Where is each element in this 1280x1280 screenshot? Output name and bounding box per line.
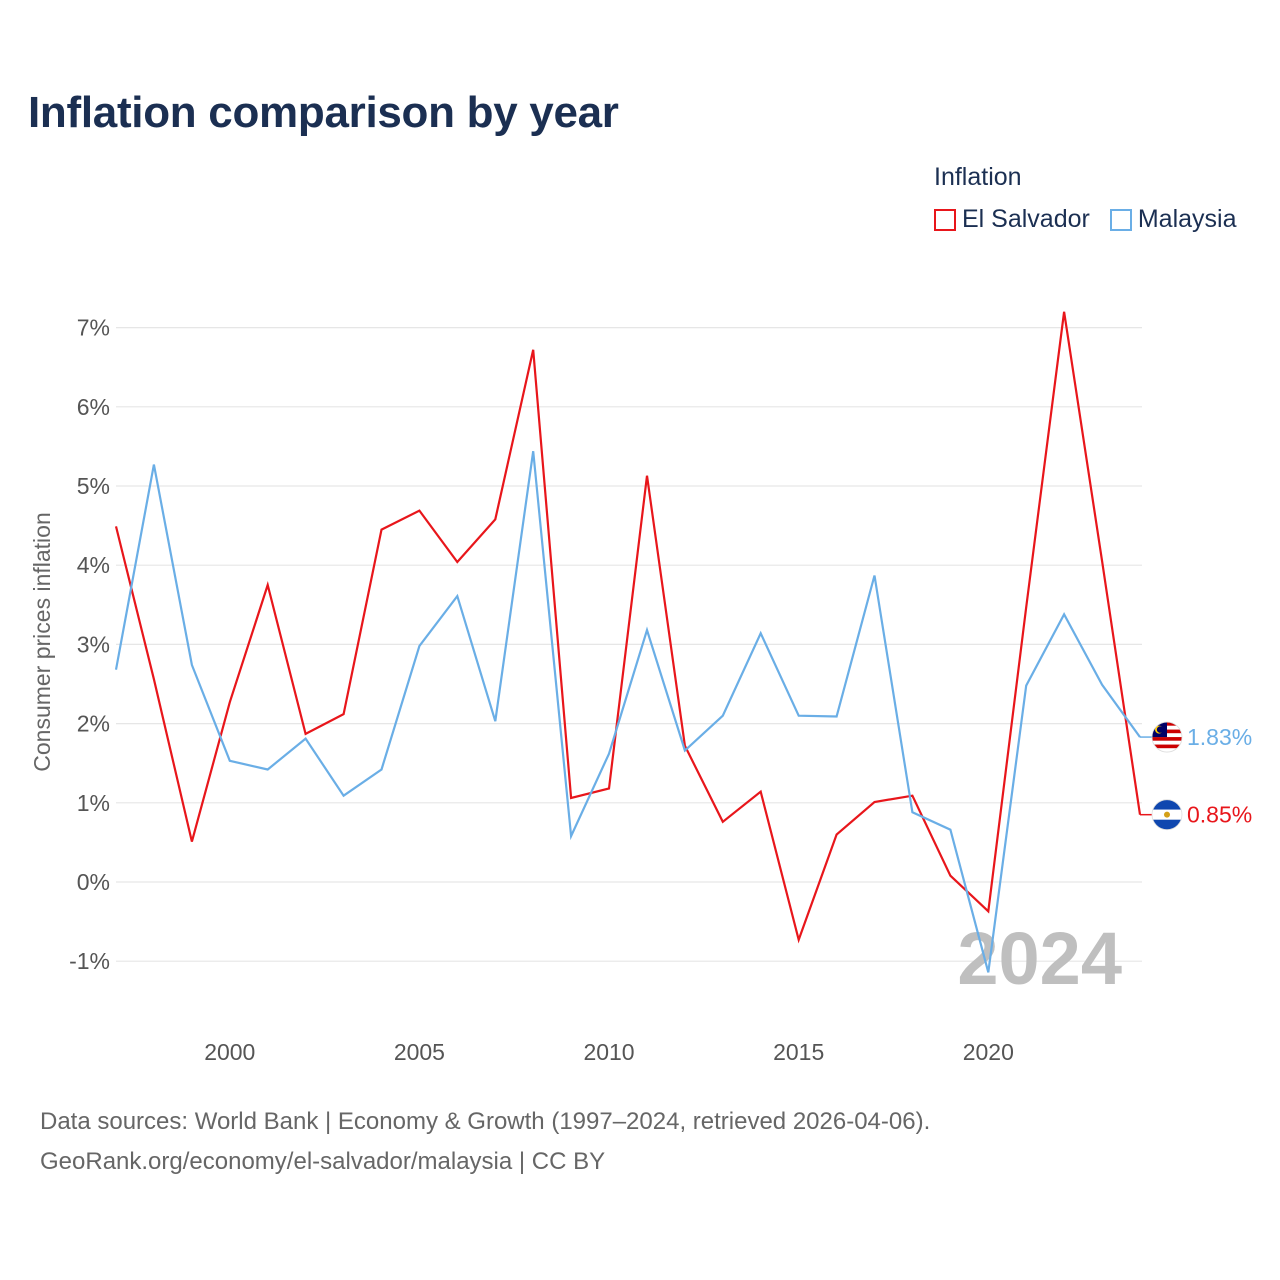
watermark-year: 2024 [957,917,1122,1000]
series-line-el-salvador [114,311,1142,944]
y-tick-label: 4% [77,552,110,578]
x-tick-label: 2020 [963,1039,1014,1065]
footer-sources: Data sources: World Bank | Economy & Gro… [40,1108,931,1135]
x-tick-label: 2005 [394,1039,445,1065]
y-tick-label: 5% [77,473,110,499]
legend-label-malaysia: Malaysia [1137,205,1237,233]
legend-swatch-el-salvador [934,208,956,231]
malaysia-flag-icon [1151,721,1183,753]
legend-item-malaysia[interactable]: Malaysia [1109,205,1237,234]
y-tick-label: 1% [77,790,110,816]
end-label-malaysia: 1.83% [1187,724,1252,750]
footer-attribution: GeoRank.org/economy/el-salvador/malaysia… [40,1148,606,1175]
el-salvador-flag-icon [1151,799,1183,831]
x-tick-label: 2010 [583,1039,634,1065]
legend-swatch-malaysia [1109,208,1132,231]
y-tick-label: 6% [77,394,110,420]
end-label-el-salvador: 0.85% [1187,802,1252,828]
x-tick-label: 2015 [773,1039,824,1065]
y-tick-label: 2% [77,711,110,737]
legend-title: Inflation [934,163,1022,191]
chart-title: Inflation comparison by year [28,88,619,137]
y-tick-label: -1% [69,948,110,974]
y-tick-label: 7% [77,315,110,341]
x-tick-label: 2000 [204,1039,255,1065]
y-axis-title: Consumer prices inflation [29,512,55,772]
series-line-malaysia [114,451,1141,973]
legend-label-el-salvador: El Salvador [962,205,1090,233]
y-tick-label: 0% [77,869,110,895]
y-tick-label: 3% [77,631,110,657]
legend: El Salvador Malaysia [934,205,1257,234]
legend-item-el-salvador[interactable]: El Salvador [934,205,1090,234]
